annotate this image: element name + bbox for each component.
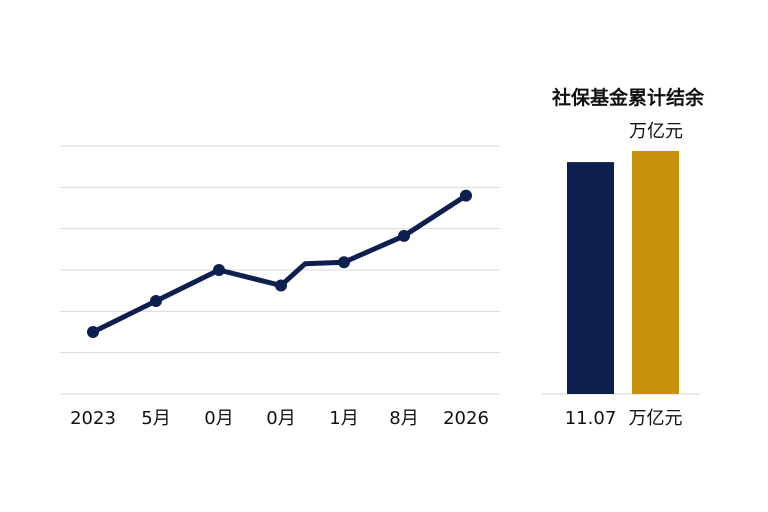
line-points <box>87 189 472 338</box>
bar <box>567 162 614 394</box>
line-point <box>150 295 162 307</box>
x-tick-label: 0月 <box>204 408 233 429</box>
line-x-tick-labels: 2023 5月 0月 0月 1月 8月 2026 <box>70 408 489 429</box>
line-point <box>460 189 472 202</box>
bar-category-label: 万亿元 <box>629 408 683 429</box>
line-series <box>90 193 469 335</box>
bar-chart-bars <box>567 151 679 394</box>
bar-chart-title: 社保基金累计结余 <box>551 86 705 109</box>
x-tick-label: 0月 <box>266 408 295 429</box>
line-point <box>275 279 287 292</box>
line-point <box>338 256 350 269</box>
x-tick-label: 5月 <box>141 408 170 429</box>
x-tick-label: 8月 <box>389 408 418 429</box>
bar-unit-label: 万亿元 <box>629 121 683 142</box>
line-chart-gridlines <box>60 145 500 395</box>
bar <box>632 151 679 394</box>
x-tick-label: 2023 <box>70 408 116 429</box>
x-tick-label: 1月 <box>329 408 358 429</box>
bar-category-label: 11.07 <box>565 408 617 429</box>
line-point <box>213 264 225 276</box>
x-tick-label: 2026 <box>443 408 489 429</box>
line-point <box>87 326 99 338</box>
bar-chart-category-labels: 11.07 万亿元 <box>565 408 683 429</box>
line-point <box>398 229 410 242</box>
